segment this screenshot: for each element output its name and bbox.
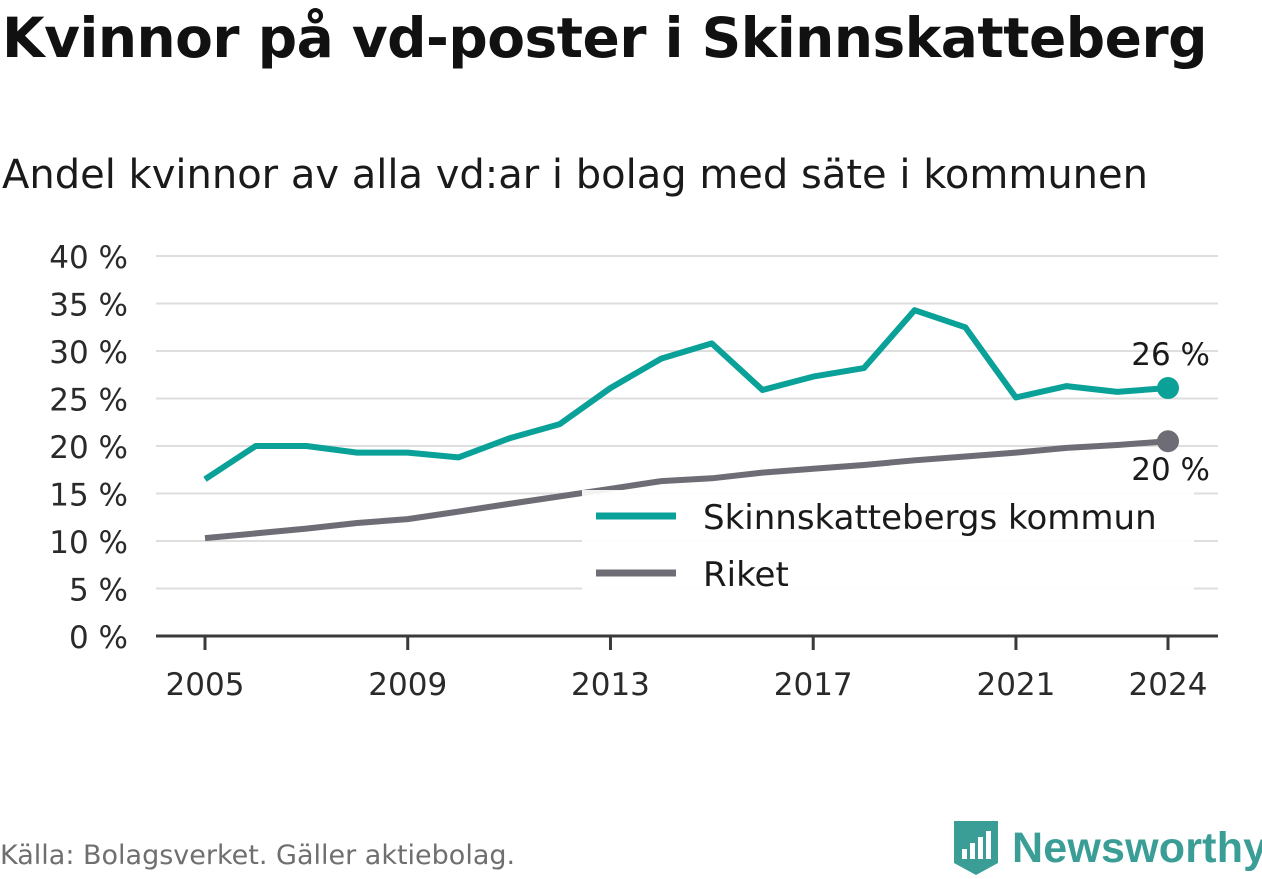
end-labels: 26 % 20 % xyxy=(1131,337,1210,488)
end-point-riket xyxy=(1157,430,1179,453)
y-tick-label: 15 % xyxy=(49,478,128,514)
y-tick-label: 0 % xyxy=(69,620,128,656)
y-tick-label: 20 % xyxy=(49,430,128,466)
brand-name: Newsworthy xyxy=(1012,823,1262,872)
y-tick-label: 35 % xyxy=(49,288,128,324)
chart-subtitle: Andel kvinnor av alla vd:ar i bolag med … xyxy=(2,152,1148,198)
end-point-kommun xyxy=(1157,377,1179,400)
y-tick-label: 40 % xyxy=(49,240,128,276)
series-line-riket xyxy=(204,438,1169,542)
series-line-kommun xyxy=(203,307,1169,482)
x-tick-label: 2021 xyxy=(976,667,1055,703)
end-label-riket: 20 % xyxy=(1131,452,1210,488)
source-note: Källa: Bolagsverket. Gäller aktiebolag. xyxy=(0,840,516,871)
end-label-kommun: 26 % xyxy=(1131,337,1210,373)
line-chart: 0 %5 %10 %15 %20 %25 %30 %35 %40 % 2005 2… xyxy=(49,240,1218,703)
y-tick-label: 5 % xyxy=(69,573,128,609)
x-tick-label: 2005 xyxy=(166,667,245,703)
y-axis-tick-labels: 0 % 5 % 10 % 15 % 20 % 25 % 30 % 35 % 40 % xyxy=(49,240,128,656)
x-tick-label: 2009 xyxy=(368,667,447,703)
newsworthy-icon xyxy=(954,821,998,875)
series-lines xyxy=(203,307,1179,542)
newsworthy-logo: Newsworthy xyxy=(950,818,1262,878)
x-tick-label: 2024 xyxy=(1129,667,1208,703)
legend-background xyxy=(582,490,1194,594)
chart-title: Kvinnor på vd-poster i Skinnskatteberg xyxy=(2,6,1207,70)
y-tick-label: 25 % xyxy=(49,383,128,419)
y-tick-label: 10 % xyxy=(49,525,128,561)
x-tick-label: 2013 xyxy=(571,667,650,703)
y-tick-label: 30 % xyxy=(49,335,128,371)
x-tick-label: 2017 xyxy=(774,667,853,703)
legend-label-kommun: Skinnskattebergs kommun xyxy=(703,498,1157,538)
legend: Skinnskattebergs kommun Riket xyxy=(582,490,1194,595)
x-axis: 2005 2009 2013 2017 2021 2024 xyxy=(156,634,1218,703)
legend-label-riket: Riket xyxy=(703,555,789,595)
